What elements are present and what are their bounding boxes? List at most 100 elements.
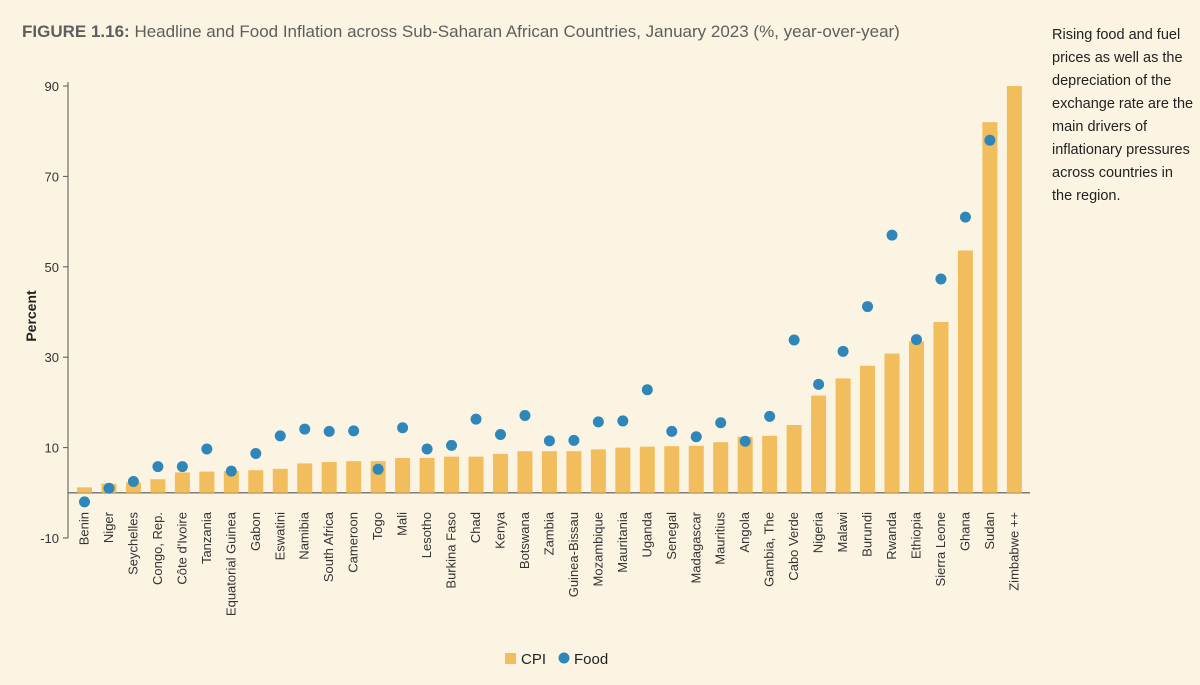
cpi-bar xyxy=(590,449,606,493)
cpi-bar xyxy=(199,471,215,493)
x-tick-label: Uganda xyxy=(639,511,654,557)
cpi-bar xyxy=(811,395,827,493)
legend-cpi-swatch xyxy=(505,653,516,664)
food-dot xyxy=(788,334,800,346)
legend: CPI Food xyxy=(505,651,608,668)
cpi-bar xyxy=(566,451,582,493)
x-tick-label: Togo xyxy=(370,512,385,540)
cpi-bar xyxy=(664,446,680,493)
x-tick-label: Lesotho xyxy=(419,512,434,558)
x-tick-label: Mauritania xyxy=(615,511,630,572)
x-tick-label: Botswana xyxy=(517,511,532,569)
legend-food-dot xyxy=(558,652,570,664)
cpi-bar xyxy=(419,457,435,493)
x-tick-label: Kenya xyxy=(492,511,507,549)
x-tick-label: Seychelles xyxy=(125,512,140,575)
food-dot xyxy=(446,439,458,451)
x-tick-label: Chad xyxy=(468,512,483,543)
cpi-bar xyxy=(248,470,264,493)
cpi-bar xyxy=(933,321,949,493)
figure-title: FIGURE 1.16: Headline and Food Inflation… xyxy=(22,22,900,42)
food-dot xyxy=(201,443,213,455)
x-tick-label: Equatorial Guinea xyxy=(223,511,238,616)
legend-cpi-label: CPI xyxy=(521,651,546,668)
cpi-bar xyxy=(639,446,655,493)
cpi-bar xyxy=(223,471,239,493)
x-tick-label: Sierra Leone xyxy=(933,512,948,586)
cpi-bar xyxy=(786,425,802,493)
cpi-bar xyxy=(688,445,704,493)
x-tick-label: Mozambique xyxy=(590,512,605,586)
x-tick-label: Malawi xyxy=(835,512,850,553)
food-dot xyxy=(690,431,702,443)
y-tick-label: 30 xyxy=(45,350,59,365)
x-tick-label: Cameroon xyxy=(346,512,361,573)
food-dot xyxy=(127,476,139,487)
x-tick-label: Zimbabwe ++ xyxy=(1006,512,1021,591)
food-dot xyxy=(935,273,947,285)
cpi-bar xyxy=(492,453,508,493)
food-dot xyxy=(764,410,776,422)
cpi-bar xyxy=(541,451,557,493)
y-axis-title: Percent xyxy=(23,290,39,342)
cpi-bar xyxy=(346,461,362,493)
x-tick-label: Côte d'Ivoire xyxy=(174,512,189,585)
food-dot xyxy=(79,496,90,508)
x-tick-label: Senegal xyxy=(664,512,679,560)
cpi-bar xyxy=(713,442,729,493)
cpi-bar xyxy=(517,451,533,493)
x-tick-label: Mali xyxy=(395,512,410,536)
legend-food-label: Food xyxy=(574,651,608,668)
x-tick-label: Tanzania xyxy=(199,511,214,564)
cpi-bar xyxy=(272,468,288,493)
food-dot xyxy=(543,435,555,447)
y-tick-label: 10 xyxy=(45,441,59,456)
food-dot xyxy=(837,345,849,357)
cpi-bar xyxy=(884,353,900,493)
x-tick-label: Gambia, The xyxy=(762,512,777,587)
food-dots xyxy=(79,134,996,508)
y-tick-label: 50 xyxy=(45,260,59,275)
food-dot xyxy=(348,425,360,437)
food-dot xyxy=(372,463,384,475)
inflation-chart: -10 10 30 50 70 90 Benin Niger Seychelles Congo,… xyxy=(23,79,1030,668)
food-dot xyxy=(103,482,115,494)
x-tick-label: Burundi xyxy=(860,512,875,557)
food-dot xyxy=(984,134,996,146)
cpi-bar xyxy=(77,487,92,493)
y-tick-label: 70 xyxy=(45,169,59,184)
food-dot xyxy=(274,430,286,442)
food-dot xyxy=(176,461,188,473)
x-tick-label: South Africa xyxy=(321,511,336,582)
food-dot xyxy=(959,211,971,223)
x-tick-label: Ethiopia xyxy=(908,511,923,559)
cpi-bar xyxy=(321,462,337,493)
cpi-bar xyxy=(174,472,190,493)
x-tick-label: Burkina Faso xyxy=(444,512,459,589)
cpi-bar xyxy=(737,436,753,493)
cpi-bar xyxy=(615,447,631,493)
cpi-bar xyxy=(835,378,851,493)
food-dot xyxy=(323,425,335,437)
food-dot xyxy=(519,410,531,422)
cpi-bar xyxy=(297,463,313,493)
x-tick-label: Sudan xyxy=(982,512,997,550)
food-dot xyxy=(592,416,604,428)
food-dot xyxy=(470,413,482,425)
food-dot xyxy=(397,422,409,434)
food-dot xyxy=(862,301,874,313)
x-tick-label: Niger xyxy=(101,511,116,543)
cpi-bar xyxy=(982,122,998,493)
figure-label: FIGURE 1.16: xyxy=(22,22,130,41)
x-tick-label: Madagascar xyxy=(688,511,703,583)
cpi-bar xyxy=(468,456,484,493)
cpi-bar xyxy=(908,341,924,493)
y-tick-label: 90 xyxy=(45,79,59,94)
x-tick-label: Zambia xyxy=(541,511,556,555)
food-dot xyxy=(421,443,433,455)
food-dot xyxy=(617,415,629,427)
x-tick-label: Nigeria xyxy=(811,511,826,553)
cpi-bar xyxy=(395,457,411,493)
food-dot xyxy=(886,229,898,241)
cpi-bar xyxy=(1006,86,1022,493)
